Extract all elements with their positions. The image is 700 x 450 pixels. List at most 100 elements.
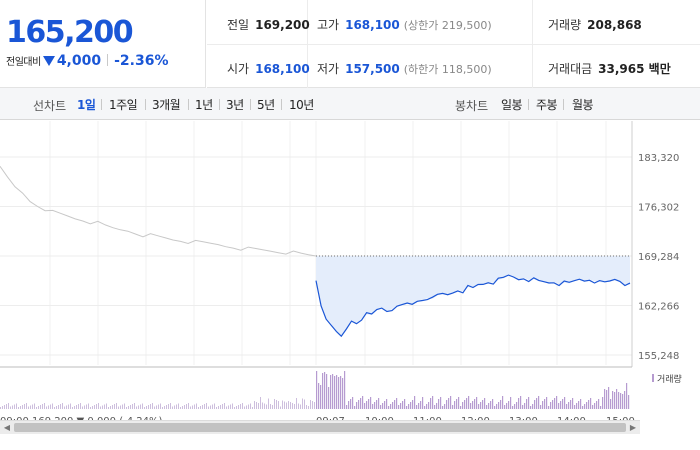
x-tick-label: 09:07 (316, 416, 345, 421)
volume-bar (294, 404, 295, 409)
volume-bar (82, 406, 83, 409)
volume-bar (444, 404, 446, 409)
volume-bar (618, 392, 620, 409)
divider (188, 99, 189, 110)
volume-bar (404, 399, 406, 409)
tab-3year[interactable]: 3년 (226, 98, 244, 112)
volume-bar (446, 400, 448, 409)
volume-bar (54, 407, 55, 409)
volume-bar (566, 404, 568, 409)
volume-bar (8, 403, 9, 409)
stat-open: 시가 168,100 (227, 62, 310, 76)
volume-bar (520, 396, 522, 409)
volume-bar (564, 397, 566, 409)
volume-bar (130, 405, 131, 409)
volume-bar (478, 404, 480, 409)
scroll-right-icon[interactable]: ▶ (629, 423, 637, 432)
volume-bar (184, 405, 185, 409)
tab-monthly-candle[interactable]: 월봉 (572, 98, 594, 112)
stat-high: 고가 168,100 (상한가 219,500) (317, 18, 492, 32)
volume-bar (412, 400, 414, 409)
volume-bar (308, 406, 309, 409)
volume-bar (524, 403, 526, 409)
tab-10year[interactable]: 10년 (289, 98, 314, 112)
volume-bar (552, 400, 554, 409)
volume-bar (550, 402, 552, 409)
volume-bar (378, 398, 380, 409)
volume-bar (344, 371, 346, 409)
volume-bar (336, 375, 338, 409)
volume-bar (394, 400, 396, 409)
x-tick-label: 09:00 (0, 416, 29, 421)
volume-bar (286, 402, 287, 409)
volume-bar (392, 402, 394, 409)
volume-bar (598, 399, 600, 409)
volume-bar (366, 401, 368, 409)
scrollbar-thumb[interactable] (14, 423, 626, 432)
volume-bar (488, 403, 490, 409)
volume-bar (612, 391, 614, 409)
tab-3month[interactable]: 3개월 (152, 98, 181, 112)
volume-bar (78, 404, 79, 409)
volume-bar (384, 401, 386, 409)
volume-bar (168, 404, 169, 409)
price-change: 전일대비 4,000 -2.36% (6, 53, 169, 69)
volume-bar (354, 406, 356, 409)
tab-weekly-candle[interactable]: 주봉 (536, 98, 558, 112)
tab-1year[interactable]: 1년 (195, 98, 213, 112)
volume-bar (256, 402, 257, 409)
volume-bar (342, 378, 344, 409)
volume-bar (314, 402, 315, 409)
volume-bar (610, 399, 612, 409)
y-tick-label: 155,248 (638, 351, 679, 362)
scroll-left-icon[interactable]: ◀ (3, 423, 11, 432)
volume-bar (396, 398, 398, 409)
volume-bar (252, 407, 253, 409)
volume-bar (180, 407, 181, 409)
volume-bar (74, 406, 75, 409)
chart-scrollbar[interactable]: ◀ ▶ (0, 420, 640, 434)
volume-bar (426, 404, 428, 409)
volume-bar (194, 404, 195, 409)
volume-bar (402, 401, 404, 409)
volume-bar (296, 398, 297, 409)
divider (532, 0, 533, 88)
volume-bar (98, 403, 99, 409)
volume-bar (556, 396, 558, 409)
volume-bar (110, 406, 111, 409)
volume-bar (226, 406, 227, 409)
volume-bar (64, 406, 65, 409)
volume-bar (492, 399, 494, 409)
volume-bar (592, 405, 594, 409)
volume-bar (60, 404, 61, 409)
volume-bar (16, 403, 17, 409)
volume-bar (406, 406, 408, 409)
stat-turnover: 거래대금 33,965 백만 (548, 62, 671, 76)
volume-bar (580, 399, 582, 409)
volume-bar (422, 397, 424, 409)
volume-bar (472, 401, 474, 409)
tab-1day[interactable]: 1일 (77, 98, 96, 112)
volume-bar (106, 403, 107, 409)
tab-1week[interactable]: 1주일 (109, 98, 138, 112)
volume-bar (352, 397, 354, 409)
volume-bar (328, 387, 330, 409)
volume-bar (12, 405, 13, 409)
volume-bar (132, 404, 133, 409)
volume-bar (330, 375, 332, 409)
current-price: 165,200 (6, 15, 134, 50)
volume-bar (136, 406, 137, 409)
volume-bar (586, 402, 588, 409)
current-price-panel: 165,200 전일대비 4,000 -2.36% (0, 0, 206, 88)
divider (145, 99, 146, 110)
volume-bar (320, 385, 322, 409)
tab-5year[interactable]: 5년 (257, 98, 275, 112)
volume-bar (588, 400, 590, 409)
tab-daily-candle[interactable]: 일봉 (501, 98, 523, 112)
volume-bar (30, 405, 31, 409)
volume-bar (134, 403, 135, 409)
volume-bar (626, 383, 628, 409)
stat-low: 저가 157,500 (하한가 118,500) (317, 62, 492, 76)
volume-bar (340, 376, 342, 409)
volume-bar (388, 406, 390, 409)
